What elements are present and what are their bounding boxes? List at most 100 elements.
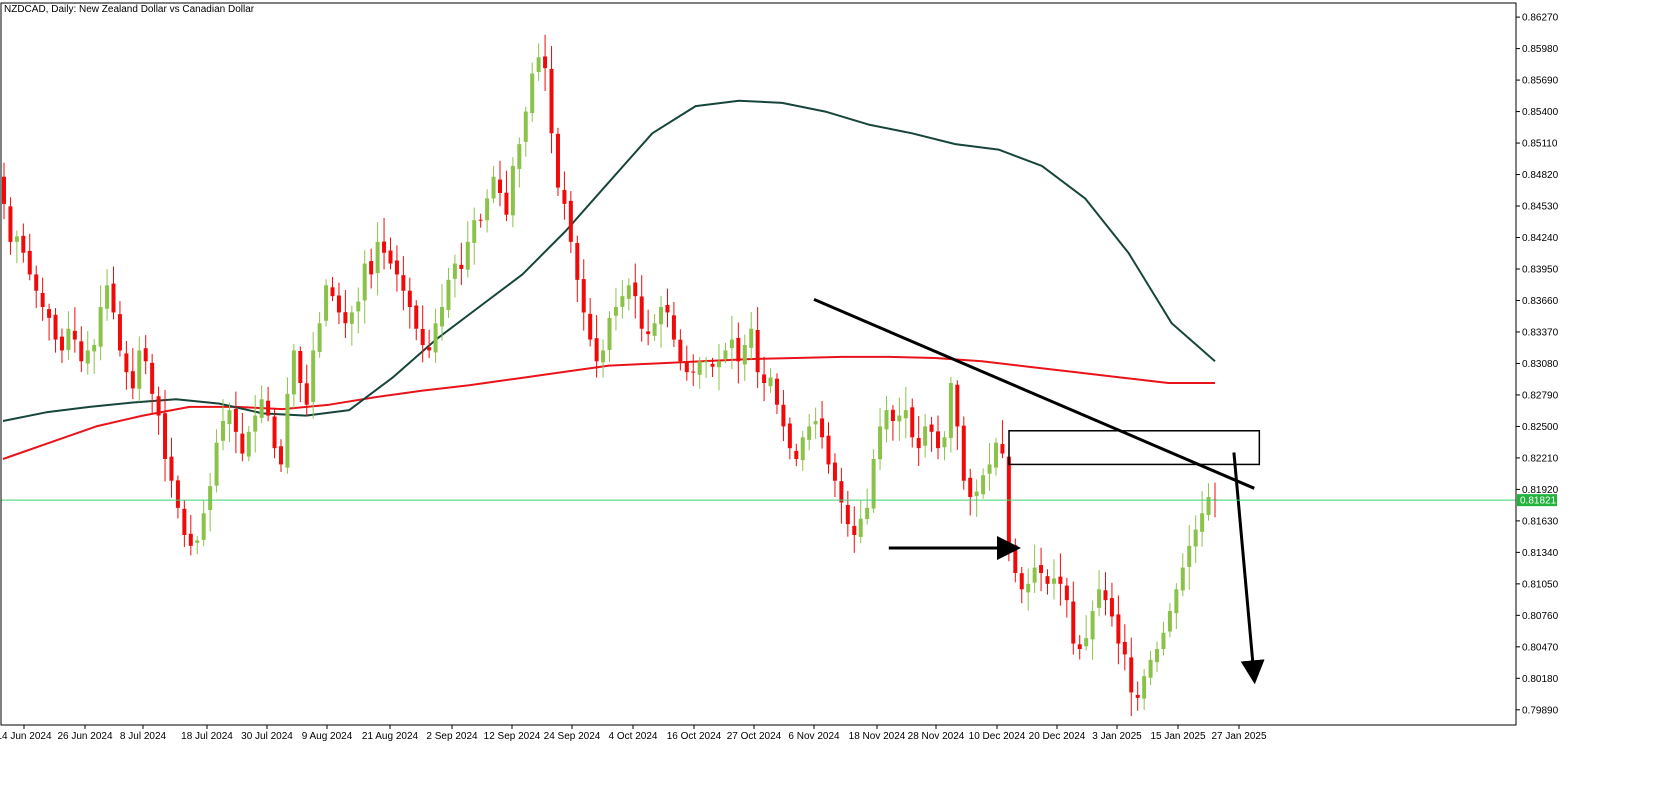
bull-candle bbox=[227, 402, 232, 443]
bull-candle bbox=[858, 500, 863, 544]
price-line-group: 0.81821 bbox=[1, 494, 1557, 507]
candle-body bbox=[137, 350, 142, 389]
bear-candle bbox=[272, 407, 277, 459]
candle-body bbox=[517, 144, 522, 169]
bear-candle bbox=[1039, 547, 1044, 592]
bear-candle bbox=[1058, 553, 1063, 606]
x-tick-label: 30 Jul 2024 bbox=[241, 731, 293, 742]
bear-candle bbox=[298, 346, 303, 403]
candle-body bbox=[1122, 641, 1127, 655]
candle-body bbox=[652, 323, 657, 336]
ma-slow-polyline bbox=[2, 355, 1215, 460]
x-tick-label: 21 Aug 2024 bbox=[362, 731, 419, 742]
bull-candle bbox=[523, 106, 528, 157]
candle-body bbox=[1103, 590, 1108, 601]
drawings bbox=[813, 298, 1265, 685]
ma-slow-line bbox=[2, 355, 1215, 460]
candle-body bbox=[14, 236, 19, 242]
candle-body bbox=[311, 350, 316, 402]
bear-candle bbox=[568, 191, 573, 254]
candle-body bbox=[1019, 573, 1024, 590]
y-tick-label: 0.82790 bbox=[1522, 390, 1559, 401]
y-tick-label: 0.85690 bbox=[1522, 76, 1559, 87]
candle-body bbox=[163, 413, 168, 459]
bear-candle bbox=[330, 277, 335, 302]
bear-candle bbox=[188, 515, 193, 556]
candle-body bbox=[105, 285, 110, 309]
x-tick-label: 2 Sep 2024 bbox=[426, 731, 478, 742]
bull-candle bbox=[214, 429, 219, 493]
bear-candle bbox=[555, 127, 560, 197]
bull-candle bbox=[723, 342, 728, 364]
bull-candle bbox=[1032, 544, 1037, 593]
candle-body bbox=[382, 241, 387, 253]
bull-candle bbox=[137, 336, 142, 402]
bull-candle bbox=[105, 269, 110, 321]
bull-candle bbox=[903, 386, 908, 439]
candle-body bbox=[626, 285, 631, 299]
bear-candle bbox=[407, 277, 412, 329]
bear-candle bbox=[543, 34, 548, 92]
bull-candle bbox=[14, 230, 19, 264]
candle-body bbox=[684, 361, 689, 373]
candle-body bbox=[755, 330, 760, 373]
bear-candle bbox=[781, 389, 786, 442]
ma-fast-polyline bbox=[2, 99, 1216, 422]
bull-candle bbox=[942, 431, 947, 461]
bear-candle bbox=[955, 380, 960, 450]
y-tick-label: 0.82500 bbox=[1522, 422, 1559, 433]
bear-candle bbox=[156, 386, 161, 435]
bull-candle bbox=[1161, 621, 1166, 656]
bear-candle bbox=[1129, 637, 1134, 717]
bear-candle bbox=[665, 288, 670, 328]
bear-candle bbox=[736, 322, 741, 384]
bull-candle bbox=[729, 315, 734, 370]
candle-body bbox=[1051, 578, 1056, 584]
bear-candle bbox=[762, 356, 767, 402]
bull-candle bbox=[1200, 491, 1205, 547]
x-tick-label: 18 Nov 2024 bbox=[849, 731, 906, 742]
y-tick-label: 0.81340 bbox=[1522, 548, 1559, 559]
candle-body bbox=[1045, 576, 1050, 584]
bull-candle bbox=[1026, 568, 1031, 611]
bull-candle bbox=[884, 396, 889, 443]
bear-candle bbox=[420, 305, 425, 363]
bear-candle bbox=[671, 301, 676, 347]
candle-body bbox=[697, 361, 702, 375]
candle-body bbox=[356, 301, 361, 312]
bull-candle bbox=[66, 311, 71, 360]
bear-candle bbox=[79, 326, 84, 373]
candle-body bbox=[659, 307, 664, 325]
bear-candle bbox=[1109, 582, 1114, 627]
candle-body bbox=[839, 481, 844, 503]
candle-body bbox=[259, 399, 264, 418]
bear-candle bbox=[774, 373, 779, 415]
y-tick-label: 0.82210 bbox=[1522, 453, 1559, 464]
bear-candle bbox=[678, 329, 683, 371]
bear-candle bbox=[588, 298, 593, 347]
bull-candle bbox=[92, 339, 97, 374]
bear-candle bbox=[394, 245, 399, 292]
bull-candle bbox=[1206, 483, 1211, 521]
bull-candle bbox=[697, 356, 702, 389]
chart-title: NZDCAD, Daily: New Zealand Dollar vs Can… bbox=[4, 4, 255, 15]
bear-candle bbox=[336, 282, 341, 325]
bull-candle bbox=[717, 343, 722, 391]
bull-candle bbox=[923, 413, 928, 458]
bearish-arrow bbox=[1232, 452, 1265, 685]
candle-body bbox=[678, 339, 683, 362]
candle-body bbox=[762, 374, 767, 383]
candle-body bbox=[343, 312, 348, 324]
bear-candle bbox=[794, 443, 799, 467]
x-tick-label: 18 Jul 2024 bbox=[181, 731, 233, 742]
y-tick-label: 0.85110 bbox=[1522, 139, 1558, 150]
candle-body bbox=[111, 283, 116, 313]
bull-candle bbox=[1097, 570, 1102, 617]
x-tick-label: 10 Dec 2024 bbox=[969, 731, 1026, 742]
candle-body bbox=[1109, 598, 1114, 617]
bull-candle bbox=[1180, 553, 1185, 597]
bull-candle bbox=[601, 339, 606, 378]
candle-body bbox=[774, 378, 779, 405]
candle-body bbox=[1206, 497, 1211, 515]
candle-body bbox=[613, 307, 618, 316]
